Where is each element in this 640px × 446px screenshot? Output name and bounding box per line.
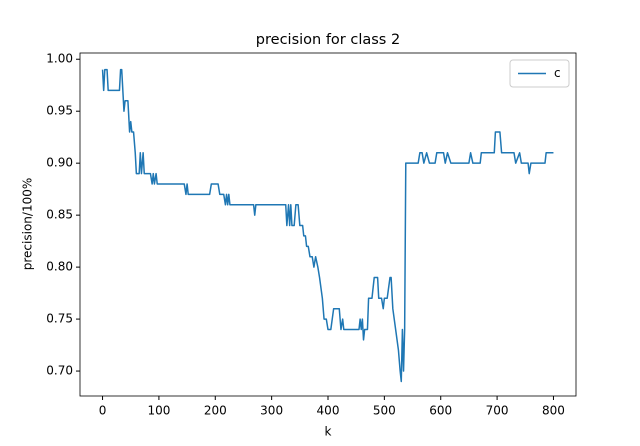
x-tick-label: 600 (429, 404, 452, 418)
x-tick-label: 400 (317, 404, 340, 418)
y-tick-label: 0.75 (46, 312, 73, 326)
chart-title: precision for class 2 (256, 32, 400, 48)
plot-frame (79, 52, 577, 397)
x-tick-label: 800 (542, 404, 565, 418)
x-tick-label: 500 (373, 404, 396, 418)
y-tick-label: 0.95 (46, 104, 73, 118)
y-tick-label: 0.85 (46, 208, 73, 222)
line-series (101, 68, 554, 383)
y-tick-label: 0.90 (46, 156, 73, 170)
x-tick-label: 700 (486, 404, 509, 418)
y-axis-label: precision/100% (21, 178, 35, 270)
y-tick-label: 0.70 (46, 364, 73, 378)
x-axis-label: k (325, 425, 332, 439)
legend-label: c (554, 66, 561, 80)
y-tick-label: 1.00 (46, 52, 73, 66)
x-tick-label: 200 (204, 404, 227, 418)
x-tick-label: 0 (99, 404, 107, 418)
x-tick-label: 300 (260, 404, 283, 418)
x-tick-label: 100 (147, 404, 170, 418)
y-tick-label: 0.80 (46, 260, 73, 274)
